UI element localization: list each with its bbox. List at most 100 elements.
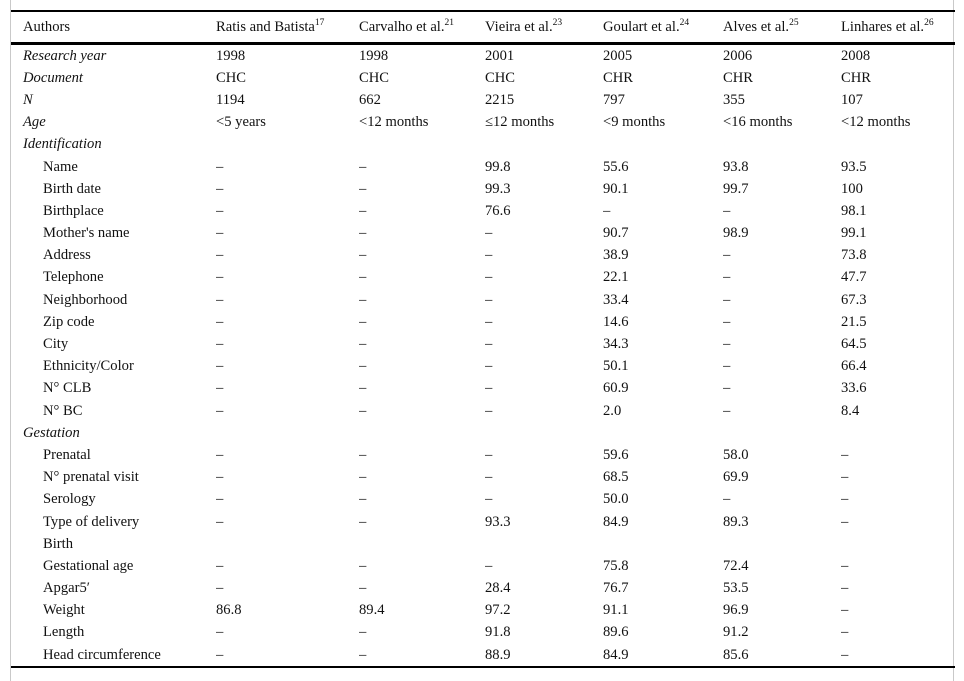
column-header-label: Carvalho et al. — [359, 18, 445, 35]
citation-superscript: 24 — [679, 17, 690, 28]
table-cell: – — [359, 269, 367, 286]
table-cell: – — [723, 491, 731, 508]
table-cell: CHC — [216, 69, 247, 86]
table-row: Gestation — [11, 422, 955, 444]
table-cell: 47.7 — [841, 269, 867, 286]
table-cell: – — [485, 557, 493, 574]
row-label: Prenatal — [43, 446, 91, 463]
table-cell: 60.9 — [603, 380, 629, 397]
row-label: Gestation — [23, 424, 80, 441]
table-row: Ethnicity/Color – – – 50.1 – 66.4 — [11, 356, 955, 378]
table-cell: – — [723, 402, 731, 419]
row-label: Age — [23, 114, 46, 131]
table-body: Research year 1998 1998 2001 2005 2006 2008 Doc… — [11, 44, 955, 668]
table-header: Authors Ratis and Batista17 Carvalho et … — [11, 11, 955, 44]
table-cell: 22.1 — [603, 269, 629, 286]
table-cell: – — [485, 358, 493, 375]
row-label: Name — [43, 158, 78, 175]
table-cell: 662 — [359, 91, 381, 108]
table-row: N° BC – – – 2.0 – 8.4 — [11, 400, 955, 422]
table-cell: – — [485, 446, 493, 463]
row-label: Telephone — [43, 269, 104, 286]
citation-superscript: 21 — [444, 17, 455, 28]
table-cell: <16 months — [723, 114, 793, 131]
row-label: Birth — [43, 535, 73, 552]
table-cell: – — [216, 557, 224, 574]
row-label: N° CLB — [43, 380, 92, 397]
table-cell: – — [723, 313, 731, 330]
column-header-vieira: Vieira et al.23 — [485, 11, 603, 44]
row-label: Birth date — [43, 180, 101, 197]
table-cell: 97.2 — [485, 602, 511, 619]
table-row: Document CHC CHC CHC CHR CHR CHR — [11, 67, 955, 89]
row-label: Birthplace — [43, 202, 104, 219]
table-row: Prenatal – – – 59.6 58.0 – — [11, 444, 955, 466]
table-cell — [841, 134, 955, 156]
table-cell: – — [216, 269, 224, 286]
table-row: Birth date – – 99.3 90.1 99.7 100 — [11, 178, 955, 200]
row-label: Document — [23, 69, 83, 86]
column-header-label: Alves et al. — [723, 18, 790, 35]
table-row: Age <5 years <12 months ≤12 months <9 months… — [11, 112, 955, 134]
table-cell: – — [216, 291, 224, 308]
column-header-authors: Authors — [11, 11, 216, 44]
table-cell: 8.4 — [841, 402, 860, 419]
row-label: N — [23, 91, 33, 108]
table-cell — [216, 533, 359, 555]
table-cell — [603, 422, 723, 444]
table-cell: 75.8 — [603, 557, 629, 574]
column-header-label: Goulart et al. — [603, 18, 680, 35]
table-row: Type of delivery – – 93.3 84.9 89.3 – — [11, 511, 955, 533]
table-cell: 100 — [841, 180, 863, 197]
table-cell: 93.8 — [723, 158, 749, 175]
table-cell: 89.4 — [359, 602, 385, 619]
table-cell: 91.8 — [485, 624, 511, 641]
table-cell: 66.4 — [841, 358, 867, 375]
table-cell: <12 months — [841, 114, 911, 131]
table-cell: – — [841, 446, 849, 463]
table-cell: – — [841, 602, 849, 619]
table-cell: – — [216, 402, 224, 419]
table-cell: CHR — [603, 69, 634, 86]
table-cell: – — [485, 491, 493, 508]
table-cell: – — [723, 380, 731, 397]
table-cell: 2001 — [485, 47, 515, 64]
row-label: Address — [43, 247, 91, 264]
table-row: Birthplace – – 76.6 – – 98.1 — [11, 200, 955, 222]
table-cell: – — [359, 358, 367, 375]
table-row: Neighborhood – – – 33.4 – 67.3 — [11, 289, 955, 311]
row-label: Identification — [23, 136, 102, 153]
table-row: Name – – 99.8 55.6 93.8 93.5 — [11, 156, 955, 178]
table-cell: 84.9 — [603, 513, 629, 530]
table-cell: – — [485, 380, 493, 397]
table-row: N 1194 662 2215 797 355 107 — [11, 89, 955, 111]
table-cell: 38.9 — [603, 247, 629, 264]
table-cell — [841, 422, 955, 444]
table-cell: – — [216, 580, 224, 597]
table-cell: CHR — [841, 69, 872, 86]
table-cell: CHC — [485, 69, 516, 86]
table-cell: – — [359, 646, 367, 663]
table-cell — [841, 533, 955, 555]
table-cell: CHC — [359, 69, 390, 86]
table-cell: – — [359, 402, 367, 419]
table-cell: – — [359, 336, 367, 353]
table-row: Head circumference – – 88.9 84.9 85.6 – — [11, 644, 955, 667]
table-cell: 96.9 — [723, 602, 749, 619]
row-label: Weight — [43, 602, 85, 619]
table-row: Serology – – – 50.0 – – — [11, 489, 955, 511]
table-cell: – — [359, 624, 367, 641]
row-label: N° prenatal visit — [43, 469, 139, 486]
table-cell: – — [841, 624, 849, 641]
table-cell — [359, 134, 485, 156]
table-cell: 53.5 — [723, 580, 749, 597]
table-cell: 1998 — [216, 47, 246, 64]
table-cell: 91.2 — [723, 624, 749, 641]
column-header-linhares: Linhares et al.26 — [841, 11, 955, 44]
table-cell: – — [485, 247, 493, 264]
row-label: Length — [43, 624, 85, 641]
table-cell: 797 — [603, 91, 625, 108]
table-cell: – — [216, 158, 224, 175]
table-cell — [485, 422, 603, 444]
table-cell: 85.6 — [723, 646, 749, 663]
